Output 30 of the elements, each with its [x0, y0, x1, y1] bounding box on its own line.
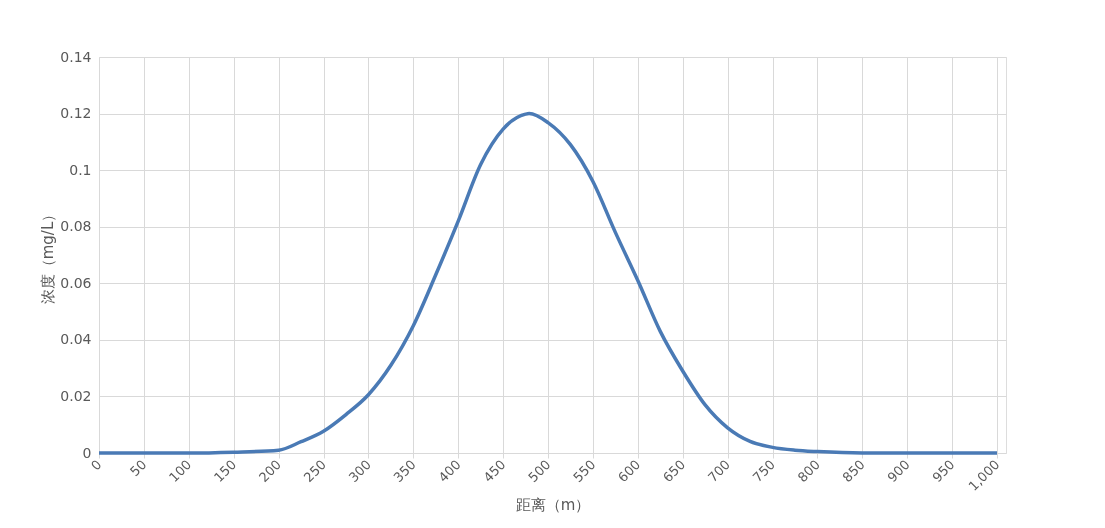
x-tick-label: 550	[570, 456, 599, 486]
x-tick-label: 850	[839, 456, 868, 486]
y-tick-label: 0.04	[60, 331, 92, 348]
x-tick-label: 100	[166, 456, 195, 486]
y-tick-label: 0.06	[60, 274, 92, 291]
x-tick-label: 50	[127, 456, 150, 480]
y-tick-label: 0.14	[60, 48, 92, 65]
x-tick-label: 750	[749, 456, 778, 486]
x-tick-label: 450	[480, 456, 509, 486]
x-tick-label: 300	[345, 456, 374, 486]
y-tick-label: 0.02	[60, 387, 92, 404]
y-tick-label: 0	[82, 444, 92, 461]
y-tick-label: 0.08	[60, 218, 92, 235]
x-tick-label: 950	[929, 456, 958, 486]
line-series	[97, 111, 999, 455]
x-tick-label: 700	[704, 456, 734, 486]
x-tick-label: 200	[255, 456, 285, 486]
y-axis-title: 浓度（mg/L）	[39, 206, 58, 305]
x-tick-label: 250	[300, 456, 329, 486]
x-axis-title: 距离（m）	[515, 495, 591, 514]
x-tick-label: 350	[390, 456, 419, 486]
x-tick-label: 500	[525, 456, 554, 486]
x-tick-label: 900	[884, 456, 913, 486]
y-tick-label: 0.1	[69, 161, 92, 178]
x-tick-label: 800	[794, 456, 823, 486]
x-tick-label: 400	[435, 456, 464, 486]
y-tick-label: 0.12	[60, 105, 92, 122]
x-tick-label: 150	[210, 456, 240, 486]
x-tick-label: 650	[660, 456, 689, 486]
x-tick-label: 600	[615, 456, 644, 486]
